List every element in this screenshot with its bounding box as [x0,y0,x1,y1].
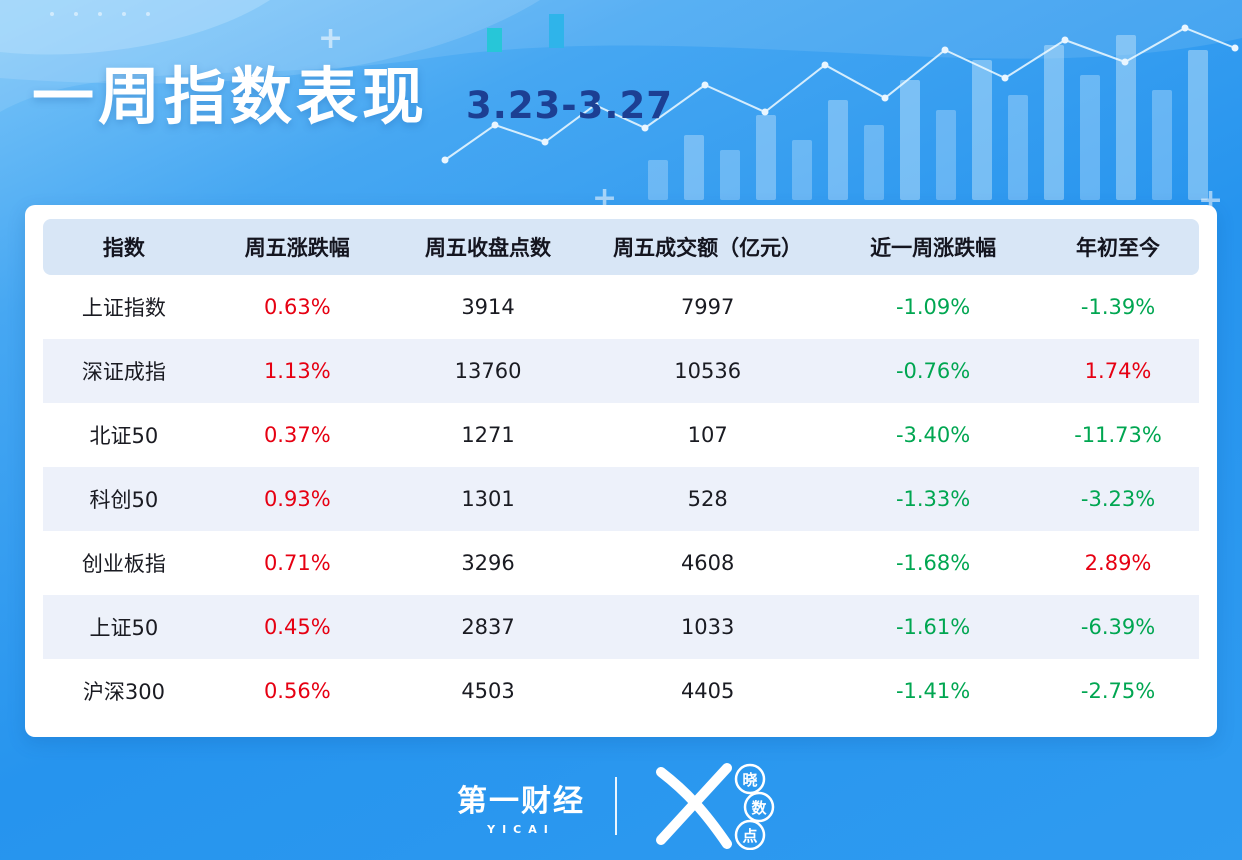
yicai-logo-subtext: YICAI [487,823,555,836]
friday-turnover: 528 [687,487,728,511]
col-header-week-change: 近一周涨跌幅 [870,236,997,260]
week-change: -1.33% [895,487,971,511]
svg-text:+: + [318,21,343,56]
table-row: 创业板指 0.71% 3296 4608 -1.68% 2.89% [43,531,1199,595]
week-change: -1.61% [895,615,971,639]
col-header-fri-close: 周五收盘点数 [425,236,552,260]
table-body: 上证指数 0.63% 3914 7997 -1.09% -1.39% 深证成指 … [43,275,1199,723]
friday-turnover: 7997 [680,295,735,319]
table-row: 科创50 0.93% 1301 528 -1.33% -3.23% [43,467,1199,531]
x-mark-stroke [656,763,732,845]
friday-change: 0.56% [263,679,331,703]
index-performance-table: 指数 周五涨跌幅 周五收盘点数 周五成交额（亿元） 近一周涨跌幅 年初至今 上证… [25,205,1217,737]
friday-turnover: 107 [687,423,728,447]
teal-accent-bar [487,28,502,52]
friday-close: 3296 [461,551,515,575]
friday-close: 4503 [461,679,515,703]
friday-change: 0.71% [263,551,331,575]
header: 一周指数表现 3.23-3.27 [32,66,673,128]
table-row: 上证指数 0.63% 3914 7997 -1.09% -1.39% [43,275,1199,339]
xsd-char-circle [734,819,766,850]
index-name: 深证成指 [81,360,166,384]
ytd-change: -3.23% [1080,487,1156,511]
friday-change: 1.13% [263,359,331,383]
xiaoshudian-logo: 晓 数 点 [656,763,775,850]
friday-change: 0.63% [263,295,331,319]
index-name: 科创50 [89,488,159,512]
dot-decorations [50,12,150,16]
xsd-char-circle [734,763,766,795]
ytd-change: 2.89% [1084,551,1152,575]
ytd-change: 1.74% [1084,359,1152,383]
friday-change: 0.93% [263,487,331,511]
col-header-ytd: 年初至今 [1076,236,1161,260]
index-name: 沪深300 [82,680,165,704]
xsd-char: 数 [751,799,767,817]
friday-close: 13760 [454,359,522,383]
friday-close: 2837 [461,615,515,639]
col-header-fri-turnover: 周五成交额（亿元） [613,236,803,260]
week-change: -1.68% [895,551,971,575]
friday-turnover: 4405 [680,679,735,703]
yicai-logo: 第一财经 YICAI [457,776,585,836]
ytd-change: -2.75% [1080,679,1156,703]
table-row: 深证成指 1.13% 13760 10536 -0.76% 1.74% [43,339,1199,403]
yicai-logo-text: 第一财经 [457,784,585,819]
week-change: -1.09% [895,295,971,319]
col-header-fri-change: 周五涨跌幅 [244,236,350,260]
date-range: 3.23-3.27 [466,84,673,127]
friday-turnover: 1033 [680,615,735,639]
col-header-index: 指数 [102,236,145,260]
table-header-row: 指数 周五涨跌幅 周五收盘点数 周五成交额（亿元） 近一周涨跌幅 年初至今 [43,219,1199,275]
page-title: 一周指数表现 [32,60,429,133]
index-name: 上证指数 [81,296,166,320]
footer-logos: 第一财经 YICAI 晓 数 点 [0,762,1242,850]
table-row: 沪深300 0.56% 4503 4405 -1.41% -2.75% [43,659,1199,723]
ytd-change: -11.73% [1074,423,1162,447]
bar-chart-decoration [648,35,1208,200]
friday-close: 1301 [461,487,515,511]
table-row: 北证50 0.37% 1271 107 -3.40% -11.73% [43,403,1199,467]
xsd-char-circle [743,791,775,823]
friday-change: 0.45% [263,615,331,639]
index-name: 北证50 [89,424,159,448]
week-change: -0.76% [895,359,971,383]
index-name: 上证50 [89,616,159,640]
friday-turnover: 10536 [674,359,742,383]
ytd-change: -1.39% [1080,295,1156,319]
index-name: 创业板指 [81,552,166,576]
friday-close: 3914 [461,295,515,319]
week-change: -1.41% [895,679,971,703]
table-row: 上证50 0.45% 2837 1033 -1.61% -6.39% [43,595,1199,659]
xsd-char: 晓 [742,771,757,789]
logo-divider [615,777,617,835]
teal-accent-bar [549,14,564,48]
xsd-char: 点 [742,827,757,845]
friday-change: 0.37% [263,423,331,447]
friday-turnover: 4608 [680,551,735,575]
ytd-change: -6.39% [1080,615,1156,639]
friday-close: 1271 [461,423,515,447]
week-change: -3.40% [895,423,971,447]
